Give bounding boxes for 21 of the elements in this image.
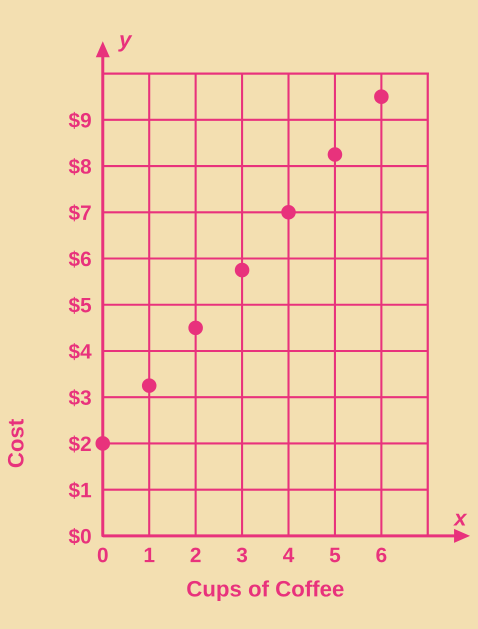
x-tick-label: 3 — [236, 548, 248, 562]
y-tick-label: $6 — [68, 250, 91, 268]
y-tick-label: $2 — [68, 436, 91, 453]
y-tick-label: $1 — [68, 482, 92, 499]
text: y — [118, 35, 132, 52]
x-axis-title: Cups of Coffee — [187, 580, 344, 602]
text: x — [453, 514, 468, 526]
x-tick-label: 6 — [376, 548, 386, 562]
y-tick-label: $0 — [68, 528, 91, 546]
y-tick-label: $4 — [68, 343, 92, 360]
x-tick-label: 1 — [144, 548, 154, 562]
x-tick-label: 0 — [98, 548, 108, 562]
y-tick-label: $5 — [68, 296, 92, 314]
y-tick-label: $3 — [68, 389, 91, 406]
x-tick-label: 5 — [330, 548, 340, 562]
y-tick-label: $8 — [68, 158, 92, 176]
y-tick-label: $7 — [68, 204, 91, 222]
y-tick-label: $9 — [68, 112, 91, 129]
y-axis-title: Cost — [8, 419, 24, 468]
x-tick-label: 2 — [190, 548, 201, 562]
x-tick-label: 4 — [283, 548, 294, 562]
